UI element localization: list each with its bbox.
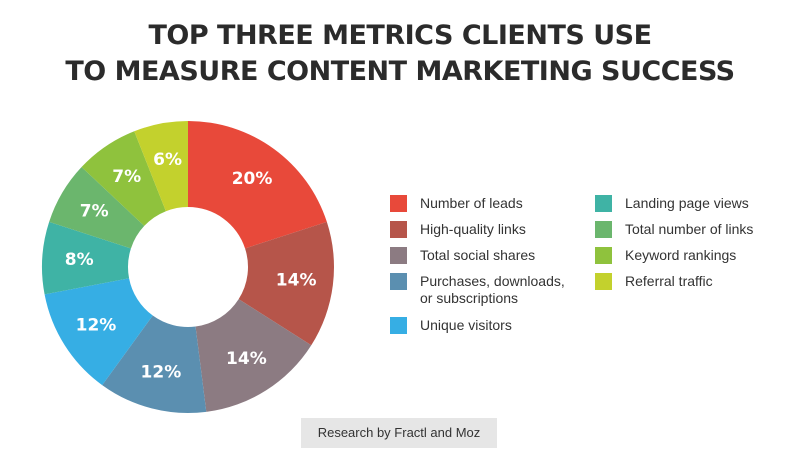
legend-swatch [390, 195, 407, 212]
legend-label: Number of leads [420, 195, 523, 211]
chart-title: TOP THREE METRICS CLIENTS USE TO MEASURE… [0, 18, 800, 90]
legend-swatch [390, 317, 407, 334]
legend-item-total-number-of-links: Total number of links [595, 221, 753, 238]
slice-purchases-downloads-or-subscriptions [102, 315, 207, 413]
source-credit: Research by Fractl and Moz [301, 418, 497, 448]
chart-title-line-1: TOP THREE METRICS CLIENTS USE [148, 20, 652, 51]
slice-value-label: 6% [153, 150, 182, 170]
legend-label: Referral traffic [625, 273, 713, 289]
slice-value-label: 12% [76, 315, 117, 335]
legend-label: Total number of links [625, 221, 754, 237]
slice-total-social-shares [195, 299, 312, 412]
chart-legend: Number of leads High-quality links Total… [390, 195, 790, 345]
slice-value-label: 12% [141, 363, 182, 383]
legend-item-unique-visitors: Unique visitors [390, 317, 512, 334]
legend-swatch [390, 247, 407, 264]
slice-total-number-of-links [49, 167, 145, 249]
slice-value-label: 7% [80, 202, 109, 222]
legend-label: Landing page views [625, 195, 749, 211]
chart-title-line-2: TO MEASURE CONTENT MARKETING SUCCESS [65, 56, 735, 87]
legend-item-total-social-shares: Total social shares [390, 247, 535, 264]
legend-label: Purchases, downloads, or subscriptions [420, 273, 565, 306]
legend-label: Keyword rankings [625, 247, 737, 263]
legend-item-high-quality-links: High-quality links [390, 221, 526, 238]
legend-item-referral-traffic: Referral traffic [595, 273, 713, 290]
slice-value-label: 8% [65, 250, 94, 270]
legend-swatch [390, 221, 407, 238]
legend-item-purchases-downloads-subscriptions: Purchases, downloads, or subscriptions [390, 273, 570, 307]
slice-high-quality-links [238, 221, 335, 346]
slice-keyword-rankings [81, 131, 166, 226]
slice-value-label: 14% [226, 349, 267, 369]
legend-label: Unique visitors [420, 317, 512, 333]
slice-number-of-leads [188, 121, 327, 249]
slice-value-label: 7% [112, 167, 141, 187]
legend-item-landing-page-views: Landing page views [595, 195, 749, 212]
slice-value-label: 20% [232, 169, 273, 189]
legend-swatch [595, 195, 612, 212]
legend-label: High-quality links [420, 221, 526, 237]
slice-landing-page-views [41, 221, 131, 295]
slice-referral-traffic [134, 121, 188, 212]
legend-item-number-of-leads: Number of leads [390, 195, 523, 212]
legend-label: Total social shares [420, 247, 536, 263]
legend-swatch [595, 221, 612, 238]
slice-value-label: 14% [276, 271, 317, 291]
slice-unique-visitors [44, 278, 153, 386]
legend-swatch [390, 273, 407, 290]
legend-swatch [595, 247, 612, 264]
legend-item-keyword-rankings: Keyword rankings [595, 247, 736, 264]
legend-swatch [595, 273, 612, 290]
